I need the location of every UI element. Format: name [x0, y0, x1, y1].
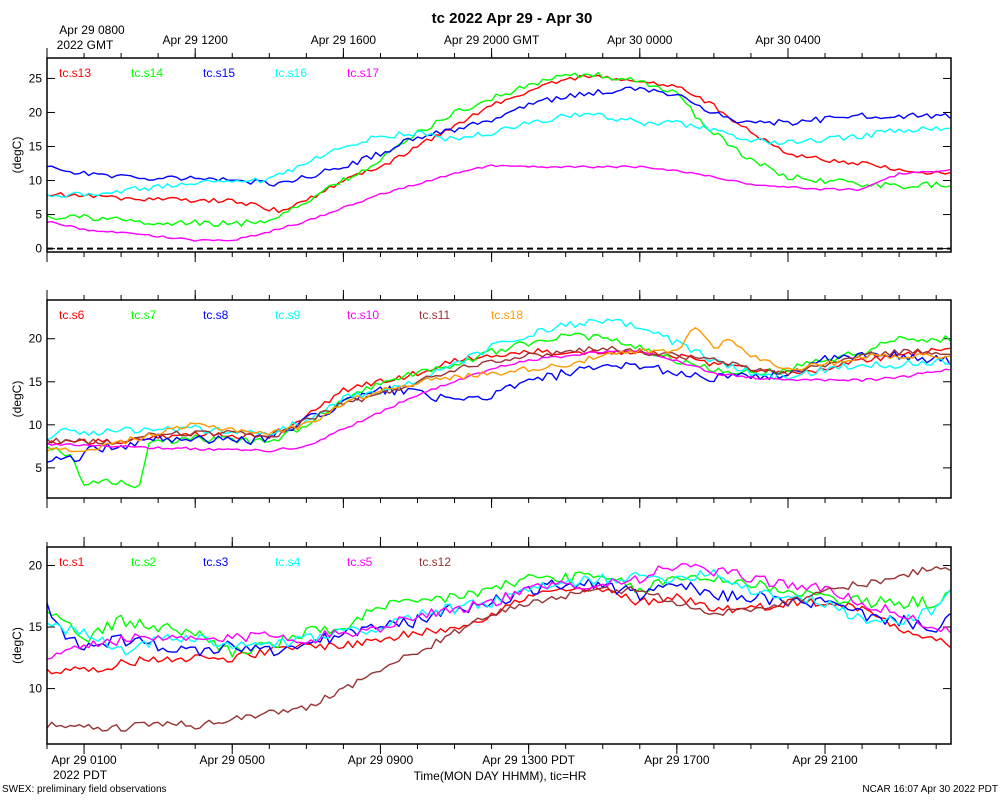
- top-tick-label-sub: 2022 GMT: [57, 38, 114, 52]
- series-line-tc-s5: [47, 563, 951, 660]
- series-line-tc-s7: [47, 332, 951, 489]
- legend-entry-tc-s1: tc.s1: [59, 555, 85, 569]
- y-tick-label: 10: [29, 174, 43, 188]
- y-axis-title: (degC): [10, 381, 24, 418]
- legend-entry-tc-s10: tc.s10: [347, 308, 379, 322]
- bottom-tick-label: Apr 29 2100: [792, 753, 858, 767]
- bottom-tick-label: Apr 29 0900: [348, 753, 414, 767]
- legend-entry-tc-s11: tc.s11: [419, 308, 450, 322]
- legend-entry-tc-s12: tc.s12: [419, 555, 451, 569]
- series-line-tc-s3: [47, 578, 951, 657]
- series-line-tc-s10: [47, 350, 951, 453]
- bottom-tick-label: Apr 29 0500: [200, 753, 266, 767]
- legend-entry-tc-s16: tc.s16: [275, 66, 307, 80]
- top-tick-label: Apr 29 1200: [163, 33, 229, 47]
- bottom-tick-label-sub: 2022 PDT: [53, 768, 108, 782]
- legend-entry-tc-s9: tc.s9: [275, 308, 301, 322]
- y-tick-label: 5: [35, 461, 42, 475]
- legend-entry-tc-s2: tc.s2: [131, 555, 157, 569]
- y-tick-label: 15: [29, 375, 43, 389]
- legend-entry-tc-s6: tc.s6: [59, 308, 85, 322]
- bottom-tick-label: Apr 29 1300 PDT: [482, 753, 575, 767]
- legend-entry-tc-s7: tc.s7: [131, 308, 157, 322]
- top-tick-label: Apr 29 1600: [311, 33, 377, 47]
- series-line-tc-s12: [47, 566, 951, 732]
- series-line-tc-s16: [47, 112, 951, 198]
- y-tick-label: 20: [29, 558, 43, 572]
- top-tick-label: Apr 29 0800: [59, 23, 125, 37]
- footer-right: NCAR 16:07 Apr 30 2022 PDT: [862, 784, 998, 795]
- bottom-tick-label: Apr 29 0100: [51, 753, 117, 767]
- y-tick-label: 15: [29, 620, 43, 634]
- chart-title: tc 2022 Apr 29 - Apr 30: [432, 10, 593, 27]
- top-tick-label: Apr 30 0400: [755, 33, 821, 47]
- legend-entry-tc-s8: tc.s8: [203, 308, 229, 322]
- series-line-tc-s14: [47, 71, 951, 227]
- top-tick-label: Apr 29 2000 GMT: [444, 33, 540, 47]
- panel-frame: [46, 57, 952, 253]
- series-line-tc-s6: [47, 347, 951, 446]
- y-tick-label: 25: [29, 71, 43, 85]
- legend-entry-tc-s13: tc.s13: [59, 66, 91, 80]
- y-tick-label: 10: [29, 682, 43, 696]
- series-line-tc-s1: [47, 585, 951, 675]
- series-line-tc-s18: [47, 327, 951, 453]
- legend-entry-tc-s4: tc.s4: [275, 555, 301, 569]
- series-line-tc-s4: [47, 568, 951, 656]
- series-line-tc-s17: [47, 164, 951, 242]
- series-line-tc-s2: [47, 571, 951, 658]
- legend-entry-tc-s3: tc.s3: [203, 555, 229, 569]
- legend-entry-tc-s17: tc.s17: [347, 66, 379, 80]
- legend-entry-tc-s18: tc.s18: [491, 308, 523, 322]
- legend-entry-tc-s5: tc.s5: [347, 555, 373, 569]
- y-tick-label: 20: [29, 332, 43, 346]
- series-line-tc-s13: [47, 74, 951, 214]
- y-tick-label: 0: [35, 242, 42, 256]
- y-tick-label: 10: [29, 418, 43, 432]
- panel-frame: [46, 546, 952, 745]
- panel-frame: [46, 299, 952, 499]
- y-tick-label: 15: [29, 139, 43, 153]
- x-axis-title: Time(MON DAY HHMM), tic=HR: [414, 769, 587, 783]
- series-line-tc-s9: [47, 318, 951, 441]
- footer-left: SWEX: preliminary field observations: [2, 784, 167, 795]
- y-axis-title: (degC): [10, 627, 24, 664]
- series-line-tc-s15: [47, 86, 951, 187]
- y-tick-label: 20: [29, 105, 43, 119]
- y-axis-title: (degC): [10, 137, 24, 174]
- legend-entry-tc-s15: tc.s15: [203, 66, 235, 80]
- bottom-tick-label: Apr 29 1700: [644, 753, 710, 767]
- series-line-tc-s8: [47, 350, 951, 463]
- legend-entry-tc-s14: tc.s14: [131, 66, 163, 80]
- y-tick-label: 5: [35, 208, 42, 222]
- series-line-tc-s11: [47, 345, 951, 445]
- top-tick-label: Apr 30 0000: [607, 33, 673, 47]
